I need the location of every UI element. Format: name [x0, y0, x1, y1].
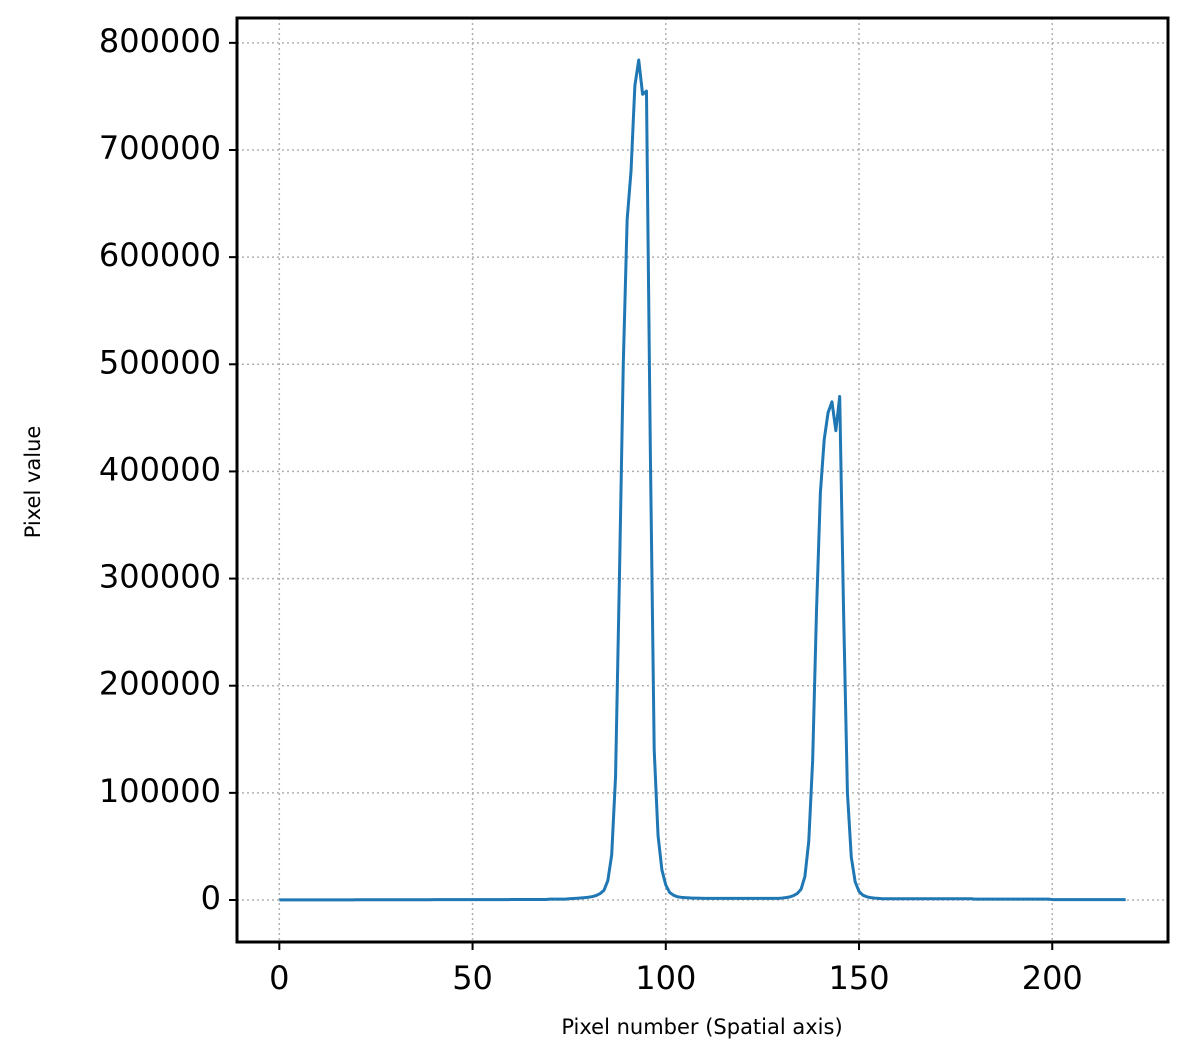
y-tick-label: 100000	[99, 772, 221, 810]
y-tick-label: 400000	[99, 450, 221, 488]
y-tick-label: 200000	[99, 665, 221, 703]
x-tick-label: 50	[452, 959, 493, 997]
y-axis-label: Pixel value	[21, 426, 45, 539]
y-tick-label: 800000	[99, 22, 221, 60]
y-tick-label: 0	[201, 879, 221, 917]
plot-frame	[235, 16, 1170, 944]
y-tick-label: 500000	[99, 343, 221, 381]
y-tick-label: 300000	[99, 558, 221, 596]
x-tick-label: 200	[1022, 959, 1083, 997]
y-tick-label: 700000	[99, 129, 221, 167]
x-tick-label: 100	[635, 959, 696, 997]
x-axis-label: Pixel number (Spatial axis)	[561, 1015, 842, 1039]
x-tick-label: 0	[269, 959, 289, 997]
data-line	[279, 58, 1126, 902]
y-tick-label: 600000	[99, 236, 221, 274]
x-tick-label: 150	[828, 959, 889, 997]
